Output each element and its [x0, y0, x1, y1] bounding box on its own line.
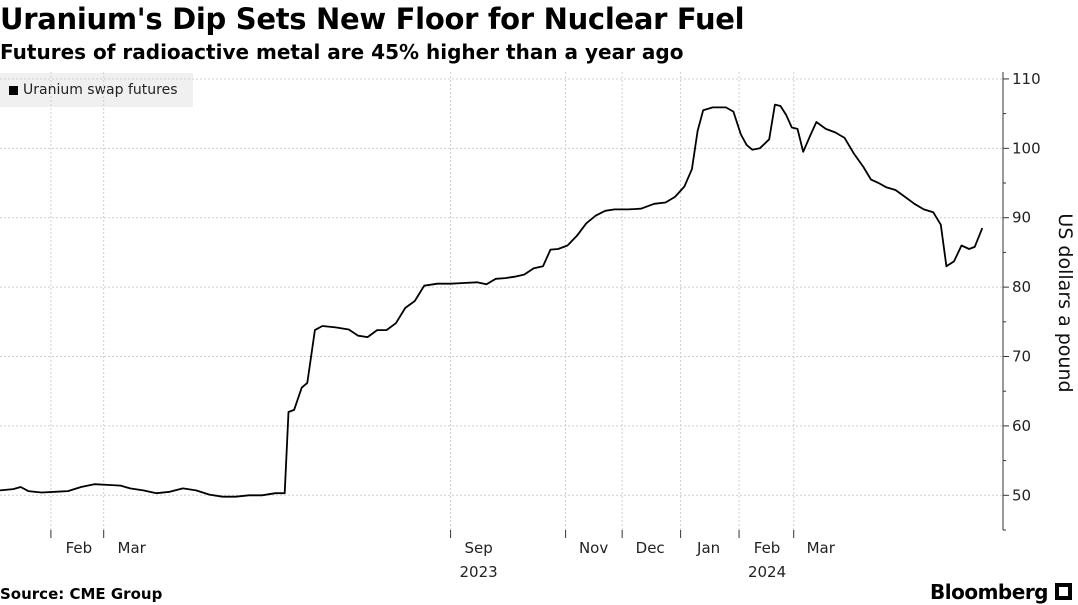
y-tick-label: 100 — [1012, 139, 1041, 157]
x-tick-label: Feb — [754, 539, 781, 557]
x-tick-label: Nov — [579, 539, 608, 557]
x-tick-label: Feb — [66, 539, 93, 557]
y-tick-label: 50 — [1012, 486, 1031, 504]
series-line-uranium-swap-futures — [0, 103, 984, 498]
chart-subtitle: Futures of radioactive metal are 45% hig… — [0, 40, 684, 64]
bloomberg-logo: Bloomberg — [930, 580, 1048, 604]
y-axis-label: US dollars a pound — [1054, 213, 1076, 392]
grid — [0, 72, 1003, 530]
y-axis: 50 60 70 80 90 100 110 — [1002, 70, 1041, 531]
x-tick-label: Dec — [636, 539, 665, 557]
x-axis: Feb Mar Sep 2023 Nov Dec Jan Feb 2024 Mar — [50, 530, 836, 581]
x-tick-label: Mar — [118, 539, 147, 557]
x-tick-year-label: 2023 — [460, 563, 498, 581]
y-tick-label: 70 — [1012, 348, 1031, 366]
chart-title: Uranium's Dip Sets New Floor for Nuclear… — [0, 2, 745, 36]
x-tick-year-label: 2024 — [748, 563, 786, 581]
legend-swatch — [9, 85, 18, 95]
y-tick-label: 60 — [1012, 417, 1031, 435]
x-tick-label: Mar — [807, 539, 836, 557]
y-tick-label: 110 — [1012, 70, 1041, 88]
y-tick-label: 80 — [1012, 278, 1031, 296]
bloomberg-icon — [1055, 583, 1072, 600]
series-layer — [0, 103, 984, 498]
x-tick-label: Jan — [696, 539, 720, 557]
y-tick-label: 90 — [1012, 209, 1031, 227]
x-tick-label: Sep — [464, 539, 492, 557]
legend-label-uranium-swap-futures: Uranium swap futures — [23, 82, 178, 98]
source-note: Source: CME Group — [0, 585, 163, 603]
